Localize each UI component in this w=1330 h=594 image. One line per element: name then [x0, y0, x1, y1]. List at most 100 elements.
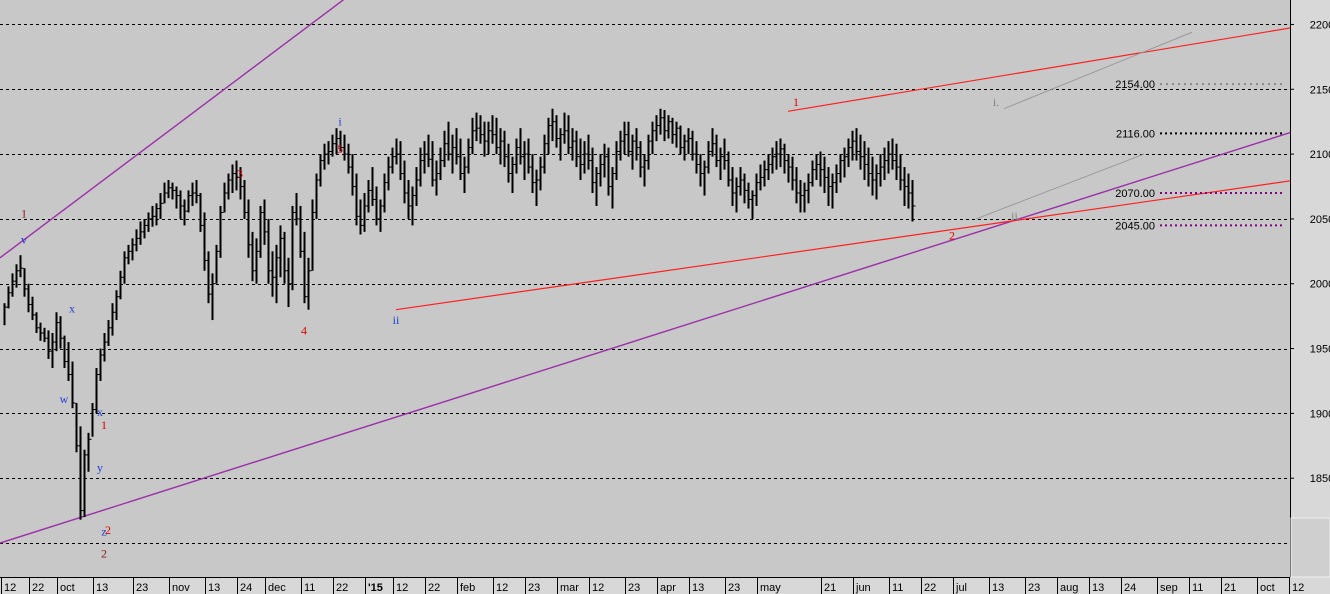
ohlc-bar [307, 257, 312, 310]
ohlc-bar [483, 121, 488, 157]
ohlc-bar [107, 320, 112, 346]
price-axis-panel [1290, 0, 1330, 594]
ohlc-bar [327, 141, 332, 165]
time-tick-label: 12 [1292, 582, 1304, 594]
ohlc-bar [359, 199, 364, 235]
ohlc-bar [831, 173, 836, 209]
time-tick-label: 23 [628, 582, 640, 594]
ohlc-bar [807, 173, 812, 204]
ohlc-bar [827, 167, 832, 206]
time-tick-label: 13 [208, 582, 220, 594]
ohlc-bar [211, 273, 216, 321]
price-level-2045.00: 2045.00 [1115, 220, 1284, 232]
ohlc-bar [407, 180, 412, 219]
price-level-label: 2116.00 [1116, 128, 1155, 140]
ohlc-bar [191, 182, 196, 206]
axis-corner-panel [1290, 517, 1330, 578]
ohlc-bar [35, 312, 40, 334]
ohlc-bar [779, 138, 784, 168]
ohlc-bar [139, 221, 144, 245]
ohlc-bar [695, 141, 700, 174]
time-tick-label: apr [660, 582, 676, 594]
ohlc-bar [615, 141, 620, 181]
ohlc-bar [795, 167, 800, 204]
ohlc-bar [367, 180, 372, 213]
ohlc-bar [375, 186, 380, 226]
ohlc-bar [515, 138, 520, 174]
ohlc-bar [263, 199, 268, 245]
time-tick-label: 11 [892, 582, 903, 594]
ohlc-bar [875, 164, 880, 200]
ohlc-bar [167, 180, 172, 199]
ohlc-bar [459, 138, 464, 181]
ohlc-bar [31, 296, 36, 321]
ohlc-bar [523, 141, 528, 181]
wave-label: ii. [1011, 209, 1021, 223]
price-levels-layer: 2154.00 2116.00 2070.00 2045.00 [1115, 79, 1284, 232]
ohlc-bar [723, 138, 728, 170]
ohlc-bar [871, 156, 876, 196]
time-tick-label: 12 [4, 582, 16, 594]
ohlc-bar [311, 199, 316, 271]
wave-label: 5 [337, 142, 343, 156]
ohlc-bar [583, 141, 588, 174]
price-tick-label: 1900 [1310, 408, 1330, 420]
ohlc-bar [879, 154, 884, 187]
ohlc-bar [115, 290, 120, 321]
ohlc-bar [463, 156, 468, 193]
price-level-2070.00: 2070.00 [1115, 188, 1284, 200]
ohlc-bar [231, 164, 236, 193]
time-tick-label: jul [955, 582, 967, 594]
ohlc-bar [499, 128, 504, 165]
time-axis-panel [0, 577, 1291, 594]
ohlc-bar [343, 134, 348, 161]
ohlc-bar [419, 147, 424, 187]
price-tick-label: 2100 [1310, 149, 1330, 161]
ohlc-bar [475, 112, 480, 142]
ohlc-bar [687, 128, 692, 155]
ohlc-bar [91, 403, 96, 437]
ohlc-bar [287, 257, 292, 308]
price-level-2154.00: 2154.00 [1115, 79, 1284, 91]
ohlc-bar [551, 108, 556, 142]
ohlc-bar [387, 156, 392, 191]
ohlc-bar [279, 225, 284, 278]
ohlc-bar [391, 147, 396, 174]
ohlc-bar [271, 251, 276, 297]
ohlc-bar [531, 154, 536, 193]
ohlc-bar [379, 199, 384, 232]
ohlc-bar [699, 154, 704, 187]
ohlc-bar [731, 167, 736, 206]
ohlc-bar [567, 115, 572, 155]
ohlc-bar [683, 134, 688, 161]
ohlc-bar [591, 147, 596, 193]
channel-lower-line [0, 131, 1290, 544]
ohlc-bar [251, 231, 256, 282]
time-tick-label: 21 [824, 582, 836, 594]
price-axis[interactable]: 180018501900195020002050210021502200 [1290, 0, 1330, 594]
ohlc-bar [747, 182, 752, 209]
ohlc-bar [431, 141, 436, 187]
ohlc-bar [595, 167, 600, 206]
ohlc-bar [815, 154, 820, 181]
ohlc-bar [479, 115, 484, 144]
time-axis[interactable]: 12 22 oct 13 23 nov 13 24 dec 11 22 '15 12 22 feb 12 23 m… [0, 577, 1304, 594]
wave-label: 1 [793, 95, 799, 109]
ohlc-bar [543, 134, 548, 174]
ohlc-bar [415, 167, 420, 206]
ohlc-bar [119, 270, 124, 300]
ohlc-bar [183, 199, 188, 226]
ohlc-bar [823, 156, 828, 193]
ohlc-bar [243, 180, 248, 219]
ohlc-bar [631, 134, 636, 170]
ohlc-bar [603, 143, 608, 178]
ohlc-bar [775, 141, 780, 170]
time-tick-label: 23 [528, 582, 540, 594]
ohlc-bar [71, 361, 76, 409]
time-tick-label: mar [560, 582, 579, 594]
ohlc-bar [439, 147, 444, 181]
ohlc-bar [743, 173, 748, 204]
ohlc-bar [179, 190, 184, 219]
